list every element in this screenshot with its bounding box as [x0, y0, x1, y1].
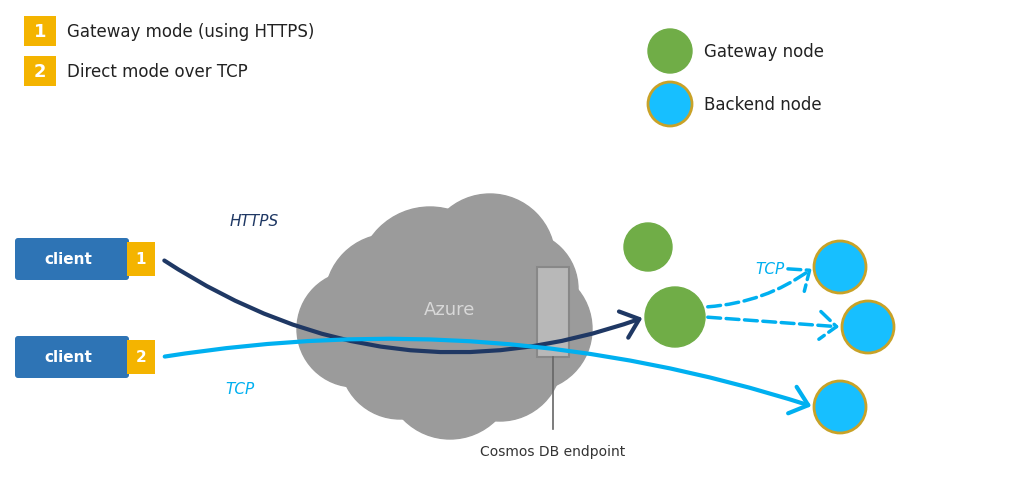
- Ellipse shape: [350, 239, 550, 399]
- Text: Gateway mode (using HTTPS): Gateway mode (using HTTPS): [67, 23, 315, 41]
- FancyBboxPatch shape: [15, 238, 129, 281]
- FancyBboxPatch shape: [24, 57, 56, 87]
- Circle shape: [358, 207, 502, 351]
- FancyArrowPatch shape: [164, 261, 639, 353]
- FancyArrowPatch shape: [708, 312, 837, 340]
- Circle shape: [842, 302, 894, 353]
- FancyArrowPatch shape: [708, 270, 809, 307]
- Text: 2: 2: [34, 63, 46, 81]
- FancyBboxPatch shape: [127, 340, 155, 374]
- FancyArrowPatch shape: [165, 339, 808, 413]
- Text: client: client: [44, 252, 92, 267]
- Text: TCP: TCP: [755, 262, 785, 277]
- Circle shape: [814, 241, 866, 294]
- FancyBboxPatch shape: [24, 17, 56, 47]
- Circle shape: [648, 30, 692, 74]
- Text: Azure: Azure: [424, 301, 476, 318]
- Circle shape: [624, 223, 672, 272]
- Circle shape: [425, 194, 555, 324]
- FancyBboxPatch shape: [15, 336, 129, 378]
- Circle shape: [462, 231, 578, 347]
- Text: Backend node: Backend node: [704, 96, 821, 114]
- Circle shape: [814, 381, 866, 433]
- FancyBboxPatch shape: [127, 242, 155, 277]
- Text: TCP: TCP: [225, 382, 255, 397]
- Text: Cosmos DB endpoint: Cosmos DB endpoint: [480, 444, 626, 458]
- Text: 1: 1: [34, 23, 46, 41]
- Text: 2: 2: [136, 350, 147, 365]
- Text: Direct mode over TCP: Direct mode over TCP: [67, 63, 248, 81]
- Text: 1: 1: [136, 252, 147, 267]
- Circle shape: [645, 288, 705, 347]
- FancyBboxPatch shape: [537, 268, 569, 357]
- Circle shape: [385, 310, 515, 439]
- Circle shape: [438, 298, 562, 421]
- Circle shape: [340, 300, 460, 419]
- Circle shape: [403, 241, 538, 377]
- Circle shape: [468, 268, 592, 391]
- Circle shape: [325, 234, 455, 364]
- Text: Gateway node: Gateway node: [704, 43, 824, 61]
- Circle shape: [297, 272, 413, 387]
- Text: client: client: [44, 350, 92, 365]
- Text: HTTPS: HTTPS: [230, 214, 279, 229]
- Circle shape: [648, 83, 692, 127]
